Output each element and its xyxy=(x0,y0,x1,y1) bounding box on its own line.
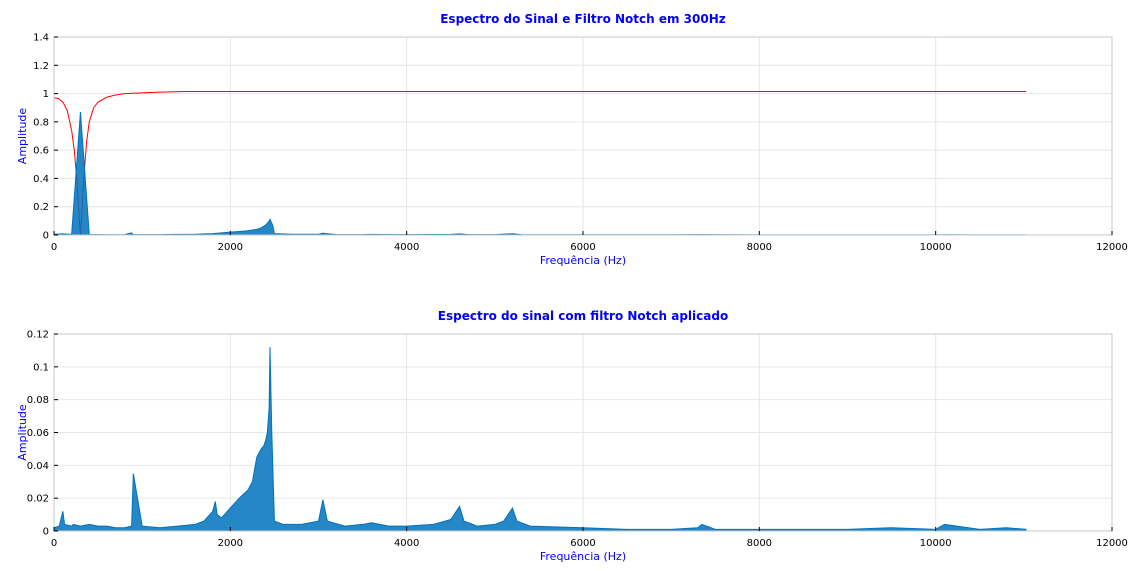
y-tick-label: 0.12 xyxy=(27,330,49,341)
spectrum-series xyxy=(53,347,1027,532)
y-tick-label: 0.08 xyxy=(27,395,49,406)
y-tick-label: 0.4 xyxy=(33,174,49,185)
y-axis-label: Amplitude xyxy=(16,404,29,461)
y-tick-label: 0.02 xyxy=(27,494,49,505)
x-tick-label: 4000 xyxy=(394,538,419,549)
y-tick-label: 0.2 xyxy=(33,202,49,213)
y-tick-label: 1.4 xyxy=(33,33,49,44)
x-tick-label: 8000 xyxy=(747,242,772,253)
chart-1: 0 2000 4000 6000 8000 10000 12000 0 0.2 0.4 0.6 0.8… xyxy=(16,12,1128,267)
x-tick-label: 0 xyxy=(51,538,57,549)
x-tick-label: 12000 xyxy=(1096,538,1128,549)
x-axis-label: Frequência (Hz) xyxy=(540,254,626,267)
x-tick-label: 12000 xyxy=(1096,242,1128,253)
x-tick-label: 2000 xyxy=(218,242,243,253)
x-tick-label: 2000 xyxy=(218,538,243,549)
y-tick-label: 0.04 xyxy=(27,461,49,472)
x-tick-label: 8000 xyxy=(747,538,772,549)
chart-title: Espectro do sinal com filtro Notch aplic… xyxy=(438,309,728,323)
y-tick-label: 0 xyxy=(43,231,49,242)
y-tick-label: 1 xyxy=(43,89,49,100)
x-tick-label: 10000 xyxy=(920,242,952,253)
x-tick-label: 4000 xyxy=(394,242,419,253)
x-tick-label: 0 xyxy=(51,242,57,253)
x-tick-label: 10000 xyxy=(920,538,952,549)
x-axis-label: Frequência (Hz) xyxy=(540,550,626,563)
chart-title: Espectro do Sinal e Filtro Notch em 300H… xyxy=(440,12,726,26)
filter-response-line xyxy=(53,90,1027,236)
y-axis-label: Amplitude xyxy=(16,108,29,165)
x-tick-label: 6000 xyxy=(570,538,595,549)
x-tick-label: 6000 xyxy=(570,242,595,253)
chart-2: 0 2000 4000 6000 8000 10000 12000 0 0.02 0.04 0.06… xyxy=(16,309,1128,563)
y-tick-label: 1.2 xyxy=(33,61,49,72)
y-tick-label: 0.1 xyxy=(33,362,49,373)
y-tick-label: 0.8 xyxy=(33,117,49,128)
y-tick-label: 0 xyxy=(43,527,49,538)
y-tick-label: 0.6 xyxy=(33,146,49,157)
y-tick-label: 0.06 xyxy=(27,428,49,439)
